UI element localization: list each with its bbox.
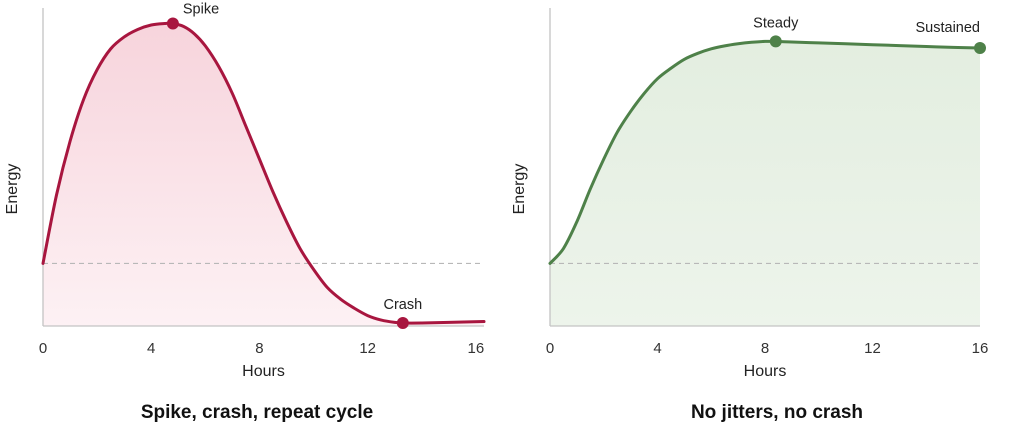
chart-panel-1: 0 4 8 12 16 Hours Energy Spike Crash Spike, crash… xyxy=(4,2,486,423)
x-tick-label: 16 xyxy=(468,340,485,357)
series-line xyxy=(41,21,486,325)
annotation-label: Steady xyxy=(753,15,799,31)
series-line xyxy=(548,39,982,265)
series-area xyxy=(43,23,484,326)
x-tick-label: 0 xyxy=(39,340,47,357)
y-axis-label: Energy xyxy=(4,164,21,215)
x-tick-label: 4 xyxy=(147,340,155,357)
x-tick-label: 12 xyxy=(864,340,881,357)
series-area xyxy=(550,41,980,326)
annotation-point xyxy=(974,41,986,54)
x-tick-label: 0 xyxy=(546,340,554,357)
x-tick-label: 8 xyxy=(255,340,263,357)
chart-caption: Spike, crash, repeat cycle xyxy=(141,402,373,423)
annotation-point xyxy=(166,17,179,30)
annotation-label: Sustained xyxy=(916,20,981,36)
x-axis-label: Hours xyxy=(242,363,285,380)
x-tick-label: 16 xyxy=(972,340,989,357)
annotation-point xyxy=(396,317,409,330)
chart-panel-2: 0 4 8 12 16 Hours Energy Steady Sustained No jitt… xyxy=(511,8,988,423)
x-tick-label: 4 xyxy=(653,340,661,357)
x-tick-label: 12 xyxy=(359,340,376,357)
annotation-label: Crash xyxy=(383,297,422,313)
x-axis-label: Hours xyxy=(744,363,787,380)
chart-caption: No jitters, no crash xyxy=(691,402,863,423)
annotation-label: Spike xyxy=(183,2,219,18)
y-axis-label: Energy xyxy=(511,164,528,215)
x-tick-label: 8 xyxy=(761,340,769,357)
annotation-point xyxy=(769,35,782,48)
